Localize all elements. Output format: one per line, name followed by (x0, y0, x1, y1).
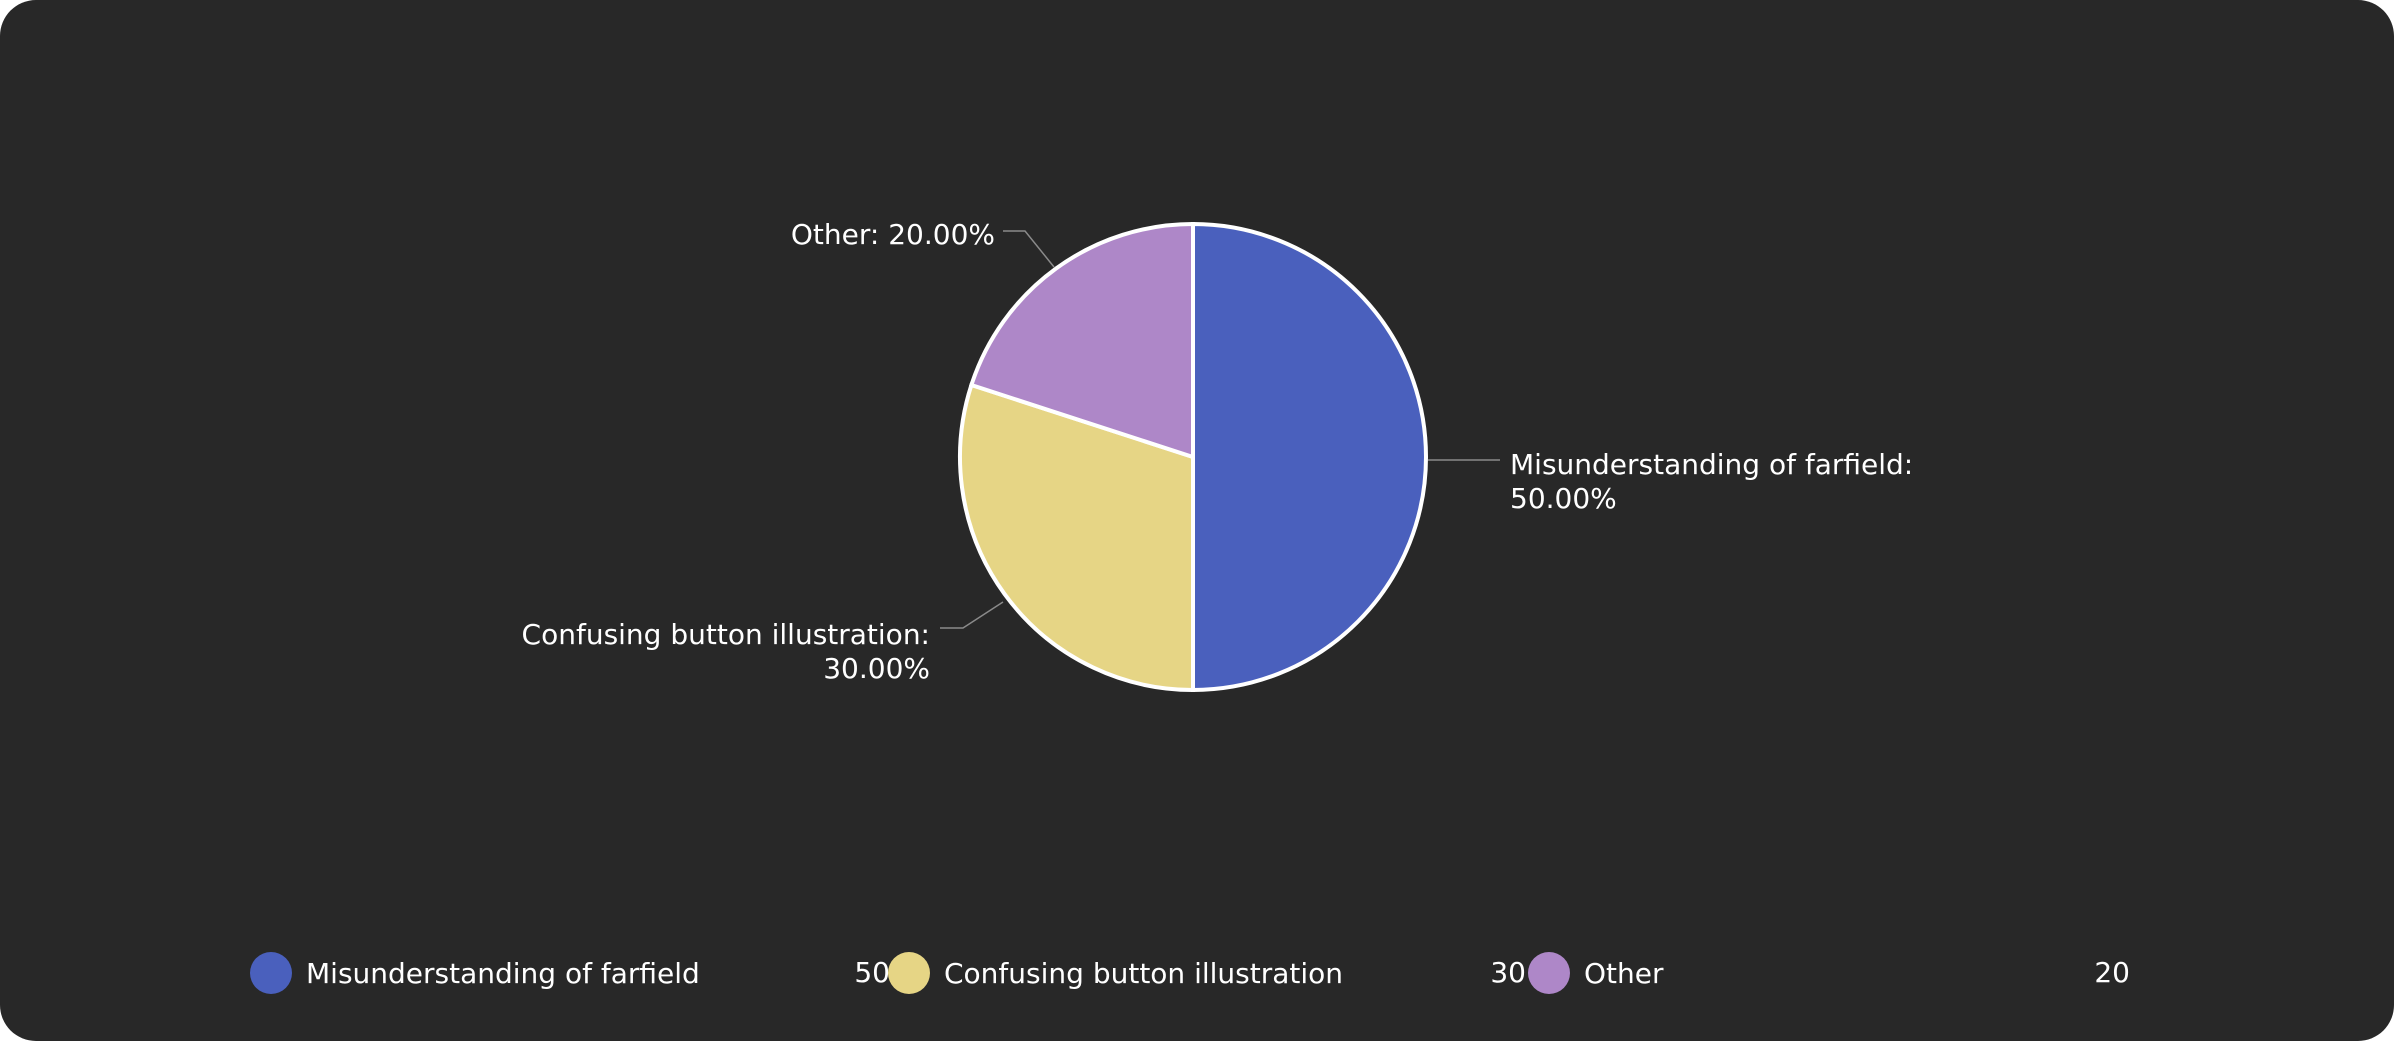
legend: Misunderstanding of farfield 50 Confusin… (250, 948, 2150, 998)
legend-item-label: Confusing button illustration (944, 956, 1344, 990)
slice-label-name: Confusing button illustration: (522, 618, 930, 651)
legend-item-misunderstanding-of-farfield[interactable]: Misunderstanding of farfield (250, 948, 700, 998)
slice-label-name: Misunderstanding of farfield: (1510, 448, 1913, 481)
pie-slices (958, 221, 1428, 693)
legend-swatch-icon (888, 952, 930, 994)
slice-label-percent: 30.00% (823, 652, 930, 685)
legend-item-confusing-button-illustration[interactable]: Confusing button illustration (888, 948, 1343, 998)
legend-item-value: 20 (2094, 956, 2130, 989)
pie-leader-lines (940, 230, 1500, 629)
pie-slice-confusing-button-illustration[interactable] (958, 382, 1195, 693)
legend-swatch-icon (1528, 952, 1570, 994)
slice-label: Other: 20.00% (791, 218, 995, 251)
pie-slice-other[interactable] (968, 221, 1195, 460)
legend-item-value: 30 (1490, 956, 1526, 989)
slice-label-percent: 50.00% (1510, 482, 1617, 515)
legend-item-value: 50 (854, 956, 890, 989)
legend-item-label: Other (1584, 956, 1664, 990)
pie-slice-misunderstanding-of-farfield[interactable] (1191, 221, 1428, 693)
legend-item-other[interactable]: Other (1528, 948, 1664, 998)
pie-slice-labels: Misunderstanding of farfield:50.00% Confu… (522, 218, 1914, 685)
leader-line (940, 601, 1004, 629)
legend-item-label: Misunderstanding of farfield (306, 956, 700, 990)
legend-swatch-icon (250, 952, 292, 994)
leader-line (1003, 230, 1055, 268)
